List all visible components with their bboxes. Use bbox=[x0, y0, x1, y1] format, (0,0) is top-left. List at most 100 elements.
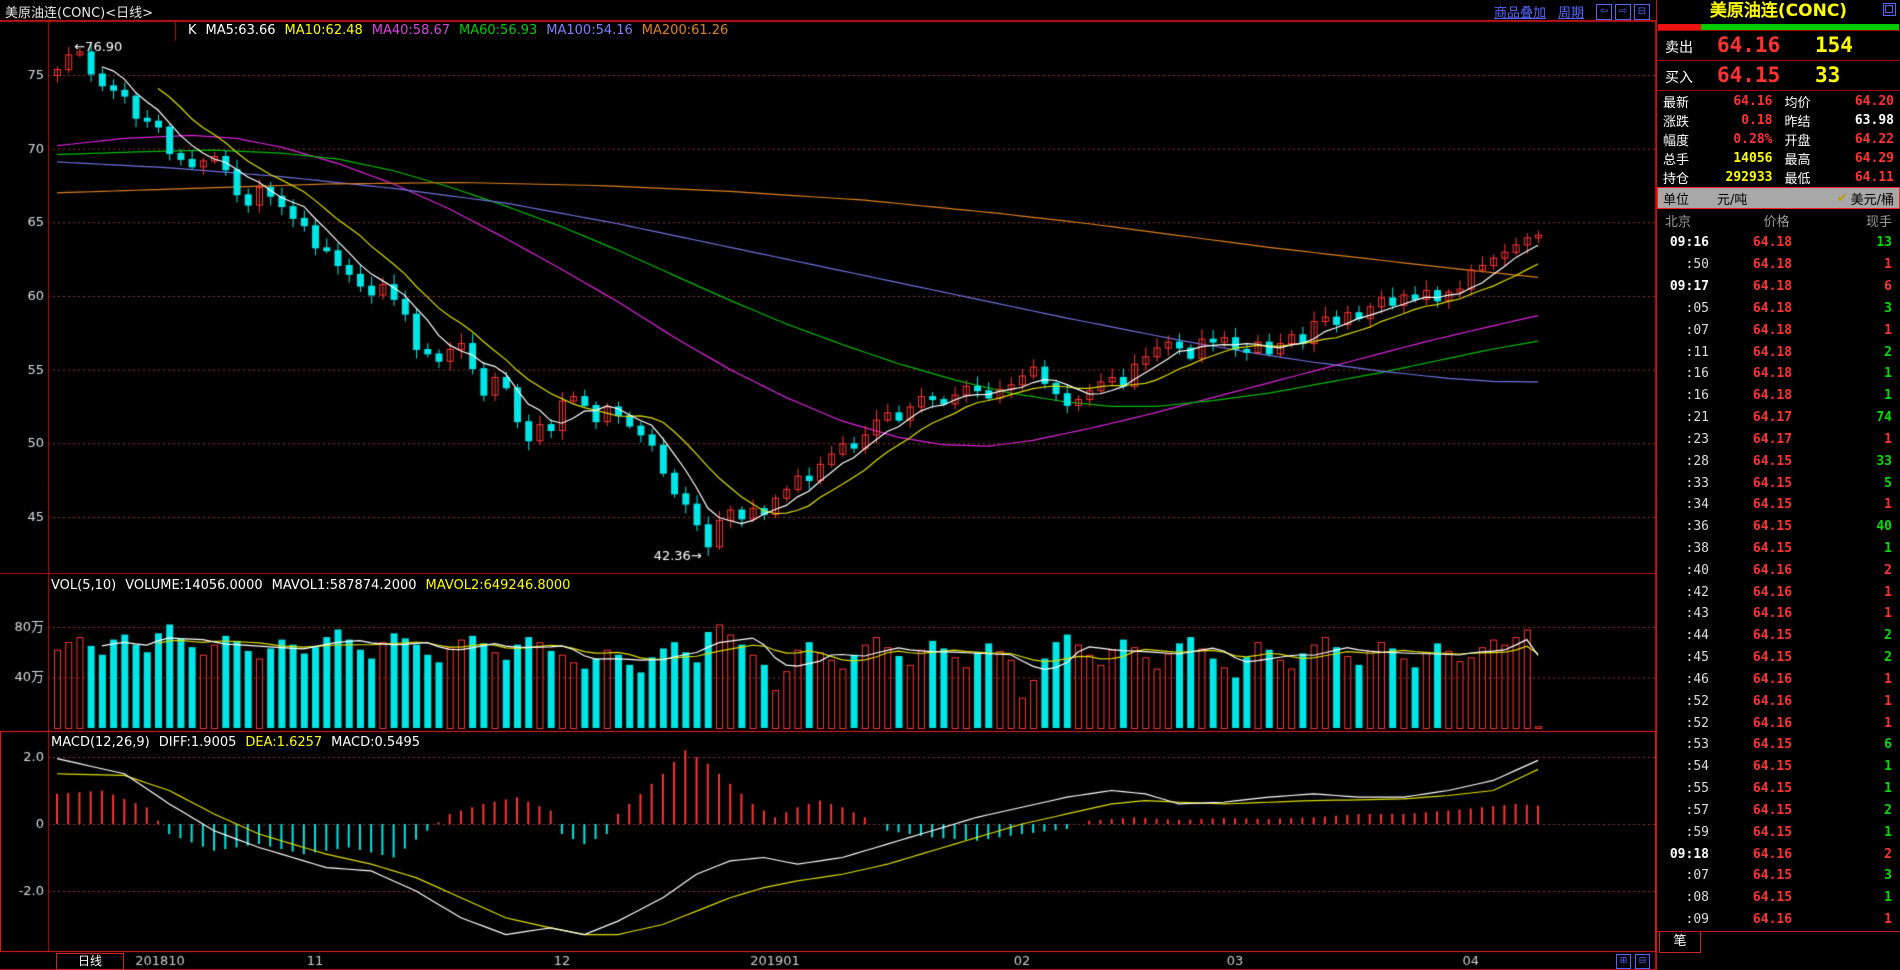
tick-lots: 5 bbox=[1884, 475, 1892, 491]
kline-chart-canvas[interactable] bbox=[0, 21, 1656, 970]
tick-price: 64.16 bbox=[1752, 606, 1793, 622]
tick-row: :21 64.17 74 bbox=[1657, 407, 1900, 429]
period-tab-daily[interactable]: 日线 bbox=[56, 953, 124, 970]
stat-cell: 最高 64.29 bbox=[1779, 149, 1900, 168]
tick-lots: 1 bbox=[1884, 693, 1892, 709]
period-link[interactable]: 周期 bbox=[1557, 6, 1584, 21]
stat-label: 幅度 bbox=[1663, 134, 1690, 149]
stat-value: 64.16 bbox=[1733, 94, 1773, 109]
tick-time: :43 bbox=[1685, 606, 1709, 622]
tick-lots: 2 bbox=[1884, 846, 1892, 862]
stat-value: 63.98 bbox=[1854, 113, 1894, 128]
stat-label: 最低 bbox=[1784, 172, 1811, 187]
tick-price: 64.18 bbox=[1752, 366, 1793, 382]
tick-row: :43 64.16 1 bbox=[1657, 603, 1900, 625]
tick-lots: 1 bbox=[1884, 257, 1892, 273]
tick-price: 64.15 bbox=[1752, 868, 1793, 884]
zoom-in-icon[interactable]: ⊞ bbox=[1616, 954, 1631, 969]
tick-lots: 74 bbox=[1876, 410, 1892, 426]
tick-row: :45 64.15 2 bbox=[1657, 647, 1900, 669]
volume-legend: VOL(5,10) VOLUME:14056.0000 MAVOL1:587874.… bbox=[51, 578, 579, 593]
tick-time: :16 bbox=[1685, 388, 1709, 404]
tick-price: 64.18 bbox=[1752, 300, 1793, 316]
tick-price: 64.16 bbox=[1752, 584, 1793, 600]
bid-qty: 33 bbox=[1815, 63, 1841, 87]
tick-row: :59 64.15 1 bbox=[1657, 821, 1900, 843]
tick-time: :36 bbox=[1685, 519, 1709, 535]
tick-row: :40 64.16 2 bbox=[1657, 559, 1900, 581]
tab-tick[interactable]: 笔 bbox=[1659, 932, 1701, 953]
tick-time: :42 bbox=[1685, 584, 1709, 600]
tick-price: 64.15 bbox=[1752, 475, 1793, 491]
unit-option-usd[interactable]: 美元/桶 bbox=[1850, 192, 1894, 208]
zoom-out-icon[interactable]: ⊟ bbox=[1635, 954, 1650, 969]
legend-item: MACD:0.5495 bbox=[331, 735, 421, 750]
legend-item: DIFF:1.9005 bbox=[158, 735, 237, 750]
tick-price: 64.18 bbox=[1752, 235, 1793, 251]
overlay-link[interactable]: 商品叠加 bbox=[1493, 6, 1546, 21]
tick-row: :33 64.15 5 bbox=[1657, 472, 1900, 494]
stat-cell: 涨跌 0.18 bbox=[1657, 111, 1779, 130]
stat-label: 持仓 bbox=[1663, 172, 1690, 187]
quote-panel: 美原油连(CONC) 卖出 64.16 154 买入 64.15 33 最新 64… bbox=[1656, 0, 1900, 970]
tick-lots: 6 bbox=[1884, 279, 1892, 295]
tick-price: 64.18 bbox=[1752, 257, 1793, 273]
tick-time: :52 bbox=[1685, 693, 1709, 709]
tick-time: :07 bbox=[1685, 322, 1709, 338]
tick-time: :34 bbox=[1685, 497, 1709, 513]
tick-lots: 3 bbox=[1884, 300, 1892, 316]
forward-arrow-icon[interactable]: ⇨ bbox=[1615, 3, 1631, 20]
ticks-header: 北京 价格 现手 bbox=[1657, 209, 1900, 232]
tick-lots: 2 bbox=[1884, 650, 1892, 666]
tick-price: 64.15 bbox=[1752, 802, 1793, 818]
tick-time: :08 bbox=[1685, 890, 1709, 906]
stat-cell: 持仓 292933 bbox=[1657, 168, 1779, 187]
chart-title: 美原油连(CONC)<日线> bbox=[5, 6, 154, 21]
tick-lots: 1 bbox=[1884, 781, 1892, 797]
ask-label: 卖出 bbox=[1665, 40, 1693, 56]
tick-row: :16 64.18 1 bbox=[1657, 363, 1900, 385]
time-sales-list[interactable]: 09:16 64.18 13:50 64.18 1 09:17 64.18 6:05 64.18… bbox=[1657, 232, 1900, 931]
stat-cell: 最新 64.16 bbox=[1657, 92, 1779, 111]
stat-cell: 昨结 63.98 bbox=[1779, 111, 1900, 130]
split-layout-icon[interactable]: ⊟ bbox=[1634, 3, 1650, 20]
ticks-header-time: 北京 bbox=[1665, 215, 1692, 230]
legend-item: MA40:58.67 bbox=[371, 23, 451, 38]
tick-price: 64.15 bbox=[1752, 737, 1793, 753]
tick-lots: 1 bbox=[1884, 759, 1892, 775]
tick-row: 09:17 64.18 6 bbox=[1657, 276, 1900, 298]
ma-legend: K MA5:63.66 MA10:62.48 MA40:58.67 MA60:56.93… bbox=[188, 23, 737, 38]
tick-row: :07 64.18 1 bbox=[1657, 319, 1900, 341]
tick-row: :52 64.16 1 bbox=[1657, 690, 1900, 712]
stat-cell: 幅度 0.28% bbox=[1657, 130, 1779, 149]
tick-time: :59 bbox=[1685, 824, 1709, 840]
legend-item: MAVOL2:649246.8000 bbox=[425, 578, 571, 593]
stat-cell: 开盘 64.22 bbox=[1779, 130, 1900, 149]
legend-item: MA100:54.16 bbox=[546, 23, 633, 38]
tick-lots: 1 bbox=[1884, 366, 1892, 382]
tick-lots: 2 bbox=[1884, 802, 1892, 818]
tick-time: 09:18 bbox=[1669, 846, 1709, 862]
ask-row: 卖出 64.16 154 bbox=[1657, 30, 1900, 61]
tick-price: 64.15 bbox=[1752, 890, 1793, 906]
tick-row: :46 64.16 1 bbox=[1657, 669, 1900, 691]
tick-lots: 3 bbox=[1884, 868, 1892, 884]
ticks-header-price: 价格 bbox=[1763, 215, 1790, 230]
legend-item: MA200:61.26 bbox=[641, 23, 729, 38]
tick-price: 64.16 bbox=[1752, 846, 1793, 862]
stat-label: 涨跌 bbox=[1663, 115, 1690, 130]
tick-row: :05 64.18 3 bbox=[1657, 297, 1900, 319]
maximize-icon[interactable] bbox=[1883, 3, 1896, 16]
unit-toggle-row[interactable]: 单位 元/吨 ✔ 美元/桶 bbox=[1657, 187, 1900, 209]
unit-option-cny[interactable]: 元/吨 bbox=[1717, 192, 1748, 208]
back-arrow-icon[interactable]: ⇦ bbox=[1596, 3, 1612, 20]
tick-time: :09 bbox=[1685, 912, 1709, 928]
tick-time: :28 bbox=[1685, 453, 1709, 469]
tick-row: :53 64.15 6 bbox=[1657, 734, 1900, 756]
quote-panel-header: 美原油连(CONC) bbox=[1657, 0, 1900, 23]
legend-item: MA60:56.93 bbox=[459, 23, 538, 38]
tick-row: 09:18 64.16 2 bbox=[1657, 843, 1900, 865]
tick-lots: 13 bbox=[1876, 235, 1892, 251]
stat-label: 昨结 bbox=[1784, 115, 1811, 130]
tick-lots: 33 bbox=[1876, 453, 1892, 469]
